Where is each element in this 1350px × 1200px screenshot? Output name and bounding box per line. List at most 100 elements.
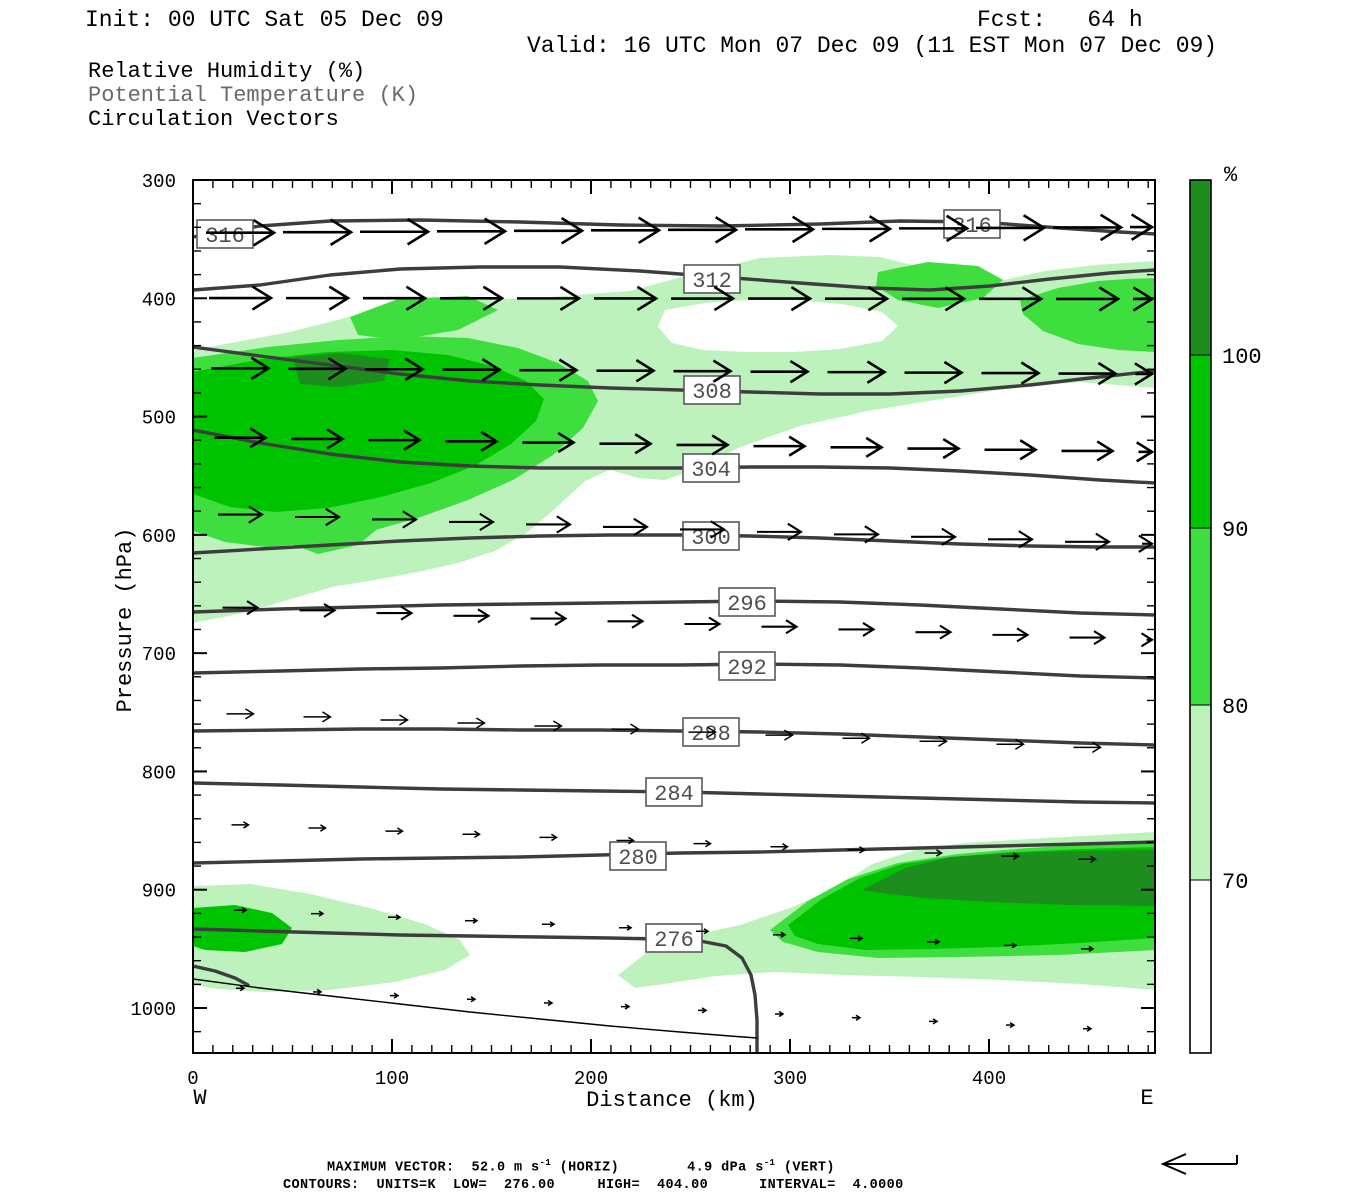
circulation-vector-head xyxy=(251,285,274,311)
circulation-vector-head xyxy=(470,996,477,1003)
circulation-vector-head xyxy=(239,985,246,992)
circulation-vector-head xyxy=(405,285,428,311)
y-axis-title: Pressure (hPa) xyxy=(113,528,138,713)
circulation-vector-head xyxy=(404,357,425,381)
circulation-vector-head xyxy=(249,427,268,449)
circulation-vector-head xyxy=(1092,741,1102,753)
east-end-label: E xyxy=(1140,1086,1153,1111)
x-axis-title: Distance (km) xyxy=(586,1088,758,1113)
forecast-hour-label: Fcst: 64 h xyxy=(977,7,1143,33)
circulation-vector-head xyxy=(549,921,556,928)
max-vector-sup-b: -1 xyxy=(763,1158,776,1168)
circulation-vector-head xyxy=(635,358,656,383)
contour-label-box xyxy=(683,375,741,405)
circulation-vector-head xyxy=(782,842,789,851)
contour-label-text: 280 xyxy=(618,846,658,871)
circulation-vector-head xyxy=(246,600,260,616)
contour-label-text: 304 xyxy=(691,458,731,483)
circulation-vector-head xyxy=(713,285,736,312)
surface-contour-line xyxy=(193,978,758,1039)
contour-label-text: 296 xyxy=(727,592,767,617)
circulation-vector-head xyxy=(252,218,277,247)
max-vector-annotation: MAXIMUM VECTOR: 52.0 m s -1 (HORIZ) 4.9 d… xyxy=(327,1158,835,1176)
circulation-vector-head xyxy=(393,992,400,999)
colorbar-border xyxy=(1189,179,1212,1054)
circulation-vector-head xyxy=(862,622,876,637)
init-time-label: Init: 00 UTC Sat 05 Dec 09 xyxy=(85,7,444,33)
circulation-vector-head xyxy=(1098,286,1121,312)
contours-annotation: CONTOURS: UNITS=K LOW= 276.00 HIGH= 404.… xyxy=(283,1178,904,1193)
humidity-region-rh-90 xyxy=(193,905,292,952)
max-vector-text-a: MAXIMUM VECTOR: 52.0 m s xyxy=(327,1160,540,1176)
circulation-vector-head xyxy=(867,286,890,312)
circulation-vector-head xyxy=(551,833,558,842)
circulation-vector-head xyxy=(476,717,486,729)
humidity-region-rh-0 xyxy=(658,300,898,352)
x-tick-label: 100 xyxy=(375,1068,409,1090)
circulation-vector-head xyxy=(942,437,961,460)
circulation-vector-head xyxy=(784,729,794,741)
circulation-vector-head xyxy=(711,434,730,456)
circulation-vector-head xyxy=(944,286,967,312)
circulation-vector-head xyxy=(480,430,499,452)
y-tick-label: 300 xyxy=(142,171,176,193)
humidity-region-rh-80 xyxy=(1020,278,1155,352)
circulation-vector-head xyxy=(325,507,341,527)
circulation-vector-head xyxy=(558,358,579,382)
circulation-vector-head xyxy=(1093,630,1107,645)
field-label-circulation-vectors: Circulation Vectors xyxy=(88,107,339,132)
contour-label-box xyxy=(645,777,703,807)
circulation-vector-head xyxy=(556,515,572,534)
circulation-vector-head xyxy=(631,613,645,629)
circulation-vector-head xyxy=(938,735,948,747)
x-tick-label: 300 xyxy=(773,1068,807,1090)
circulation-vector-head xyxy=(1097,361,1118,386)
contour-label-box xyxy=(683,264,741,294)
circulation-vector-head xyxy=(1013,852,1020,860)
theta-contour-296 xyxy=(193,599,1155,617)
contour-label-box xyxy=(718,651,776,681)
circulation-vector-head xyxy=(865,436,884,458)
circulation-vector-head xyxy=(864,525,880,544)
circulation-vector-head xyxy=(1140,632,1154,648)
theta-contour-288 xyxy=(193,727,1155,747)
circulation-vector-head xyxy=(1016,627,1030,643)
circulation-vector-head xyxy=(1096,440,1115,462)
circulation-vector-head xyxy=(399,714,409,726)
y-tick-label: 700 xyxy=(142,644,176,666)
circulation-vector-head xyxy=(1020,361,1041,385)
circulation-vector-head xyxy=(780,931,787,938)
circulation-vector-head xyxy=(626,924,633,931)
colorbar-segment xyxy=(1189,704,1212,881)
circulation-vector-head xyxy=(326,428,345,450)
colorbar-segment xyxy=(1189,354,1212,529)
circulation-vector-head xyxy=(1021,286,1044,312)
circulation-vector-head xyxy=(861,732,871,744)
circulation-vector-head xyxy=(857,935,864,942)
circulation-vector-head xyxy=(778,1010,785,1018)
circulation-vector-head xyxy=(477,608,491,624)
circulation-vector-head xyxy=(316,988,323,996)
y-tick-label: 1000 xyxy=(130,999,176,1021)
circulation-vector-head xyxy=(479,512,495,532)
max-vector-text-c: (VERT) xyxy=(775,1160,835,1176)
colorbar-segment xyxy=(1189,179,1212,356)
circulation-vector-head xyxy=(636,285,659,312)
circulation-vector-head xyxy=(560,217,585,245)
circulation-vector-head xyxy=(250,356,271,381)
circulation-vector-head xyxy=(1015,738,1025,750)
contour-label-text: 284 xyxy=(654,782,694,807)
valid-time-label: Valid: 16 UTC Mon 07 Dec 09 (11 EST Mon … xyxy=(527,33,1218,59)
circulation-vector-head xyxy=(245,708,255,720)
contour-label-box xyxy=(645,923,703,953)
contour-label-text: 312 xyxy=(692,269,732,294)
circulation-vector-head xyxy=(1019,439,1038,461)
circulation-vector-head xyxy=(941,527,957,546)
circulation-vector-head xyxy=(327,357,348,381)
circulation-vector-head xyxy=(708,616,722,632)
max-vector-text-b: (HORIZ) 4.9 dPa s xyxy=(551,1160,764,1176)
colorbar-segment xyxy=(1189,527,1212,706)
circulation-vector-head xyxy=(1095,532,1111,551)
circulation-vector-head xyxy=(397,827,404,835)
colorbar-tick-label: 80 xyxy=(1222,695,1248,720)
